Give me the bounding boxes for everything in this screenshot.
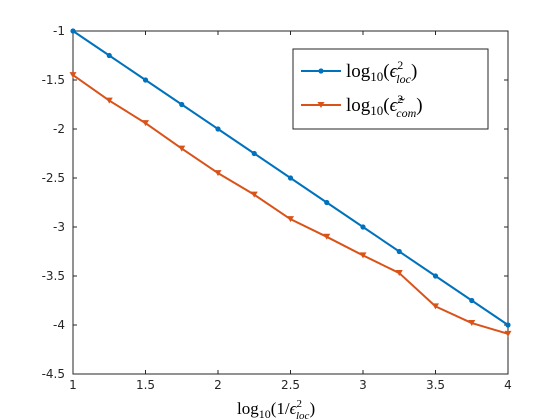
data-point — [106, 52, 112, 59]
legend: log10(ϵ2 loc) log10(ϵ̃2 com) — [292, 48, 489, 130]
series-0 — [70, 28, 511, 328]
x-tick-label: 3.5 — [426, 378, 445, 392]
y-tick-label: -4 — [53, 318, 65, 332]
data-point — [323, 233, 331, 240]
data-point — [432, 303, 439, 310]
data-point — [287, 175, 294, 181]
legend-marker-local — [318, 68, 324, 74]
data-point — [396, 248, 402, 255]
data-point — [250, 191, 258, 198]
series-1 — [69, 72, 512, 337]
x-tick-label: 3 — [359, 378, 367, 392]
data-point — [70, 28, 76, 34]
legend-item-local: log10(ϵ2 loc) — [301, 58, 417, 86]
x-tick-label: 2 — [214, 378, 222, 392]
series-layer — [69, 28, 512, 337]
y-tick-label: -3 — [53, 220, 65, 234]
data-point — [469, 297, 475, 304]
data-point — [179, 101, 185, 108]
x-tick-label: 1 — [69, 378, 77, 392]
data-point — [214, 170, 222, 177]
data-point — [287, 216, 294, 223]
y-tick-label: -2 — [53, 122, 65, 136]
data-point — [468, 320, 476, 327]
y-axis-ticks: -1 -1.5 -2 -2.5 -3 -3.5 -4 -4.5 — [42, 24, 508, 381]
x-axis-label: log10(1/ϵ2 loc) — [237, 398, 315, 420]
y-tick-label: -3.5 — [42, 269, 65, 283]
data-point — [142, 77, 149, 83]
x-tick-label: 4 — [504, 378, 512, 392]
y-tick-label: -2.5 — [42, 171, 65, 185]
data-point — [359, 252, 367, 259]
data-point — [432, 273, 439, 279]
data-point — [69, 72, 77, 79]
x-tick-label: 2.5 — [281, 378, 300, 392]
y-tick-label: -1.5 — [42, 73, 65, 87]
data-point — [105, 97, 113, 104]
legend-marker-composite — [317, 102, 325, 108]
legend-box — [292, 48, 489, 130]
data-point — [324, 199, 330, 206]
data-point — [215, 126, 221, 132]
data-point — [142, 120, 149, 127]
data-point — [360, 224, 366, 230]
data-point — [178, 145, 186, 152]
y-tick-label: -1 — [53, 24, 65, 38]
data-point — [505, 322, 511, 328]
data-point — [504, 330, 512, 337]
x-axis-ticks: 1 1.5 2 2.5 3 3.5 4 — [69, 31, 512, 392]
x-tick-label: 1.5 — [136, 378, 155, 392]
y-tick-label: -4.5 — [42, 367, 65, 381]
data-point — [395, 270, 403, 277]
data-point — [251, 150, 257, 157]
legend-item-composite: log10(ϵ̃2 com) — [301, 92, 423, 120]
